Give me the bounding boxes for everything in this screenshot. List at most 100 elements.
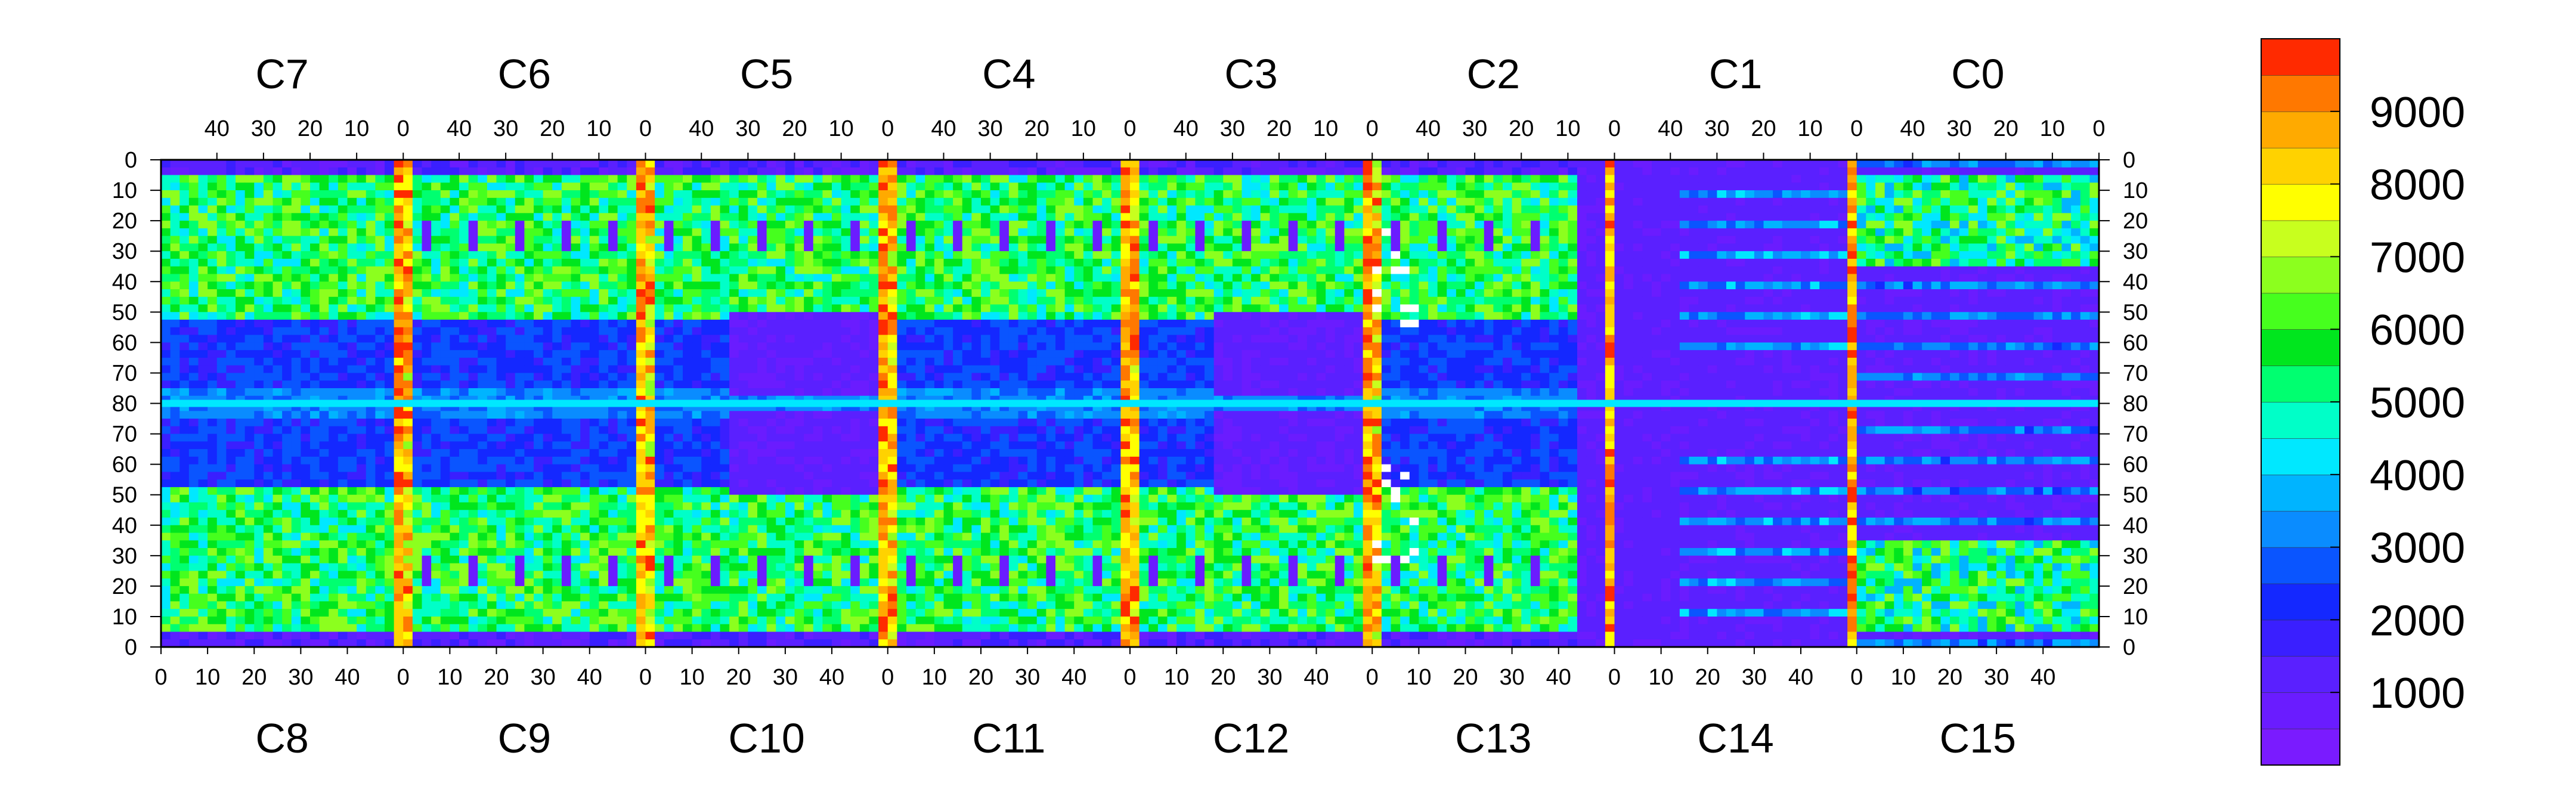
heatmap-cell — [282, 236, 292, 244]
heatmap-cell — [1055, 175, 1066, 183]
heatmap-cell — [1306, 175, 1317, 183]
heatmap-cell — [1614, 205, 1624, 213]
heatmap-cell — [589, 274, 599, 282]
heatmap-cell — [1586, 251, 1596, 259]
heatmap-cell — [1111, 190, 1121, 199]
heatmap-cell — [1372, 274, 1382, 282]
heatmap-cell — [813, 281, 823, 290]
heatmap-cell — [748, 320, 758, 328]
heatmap-cell — [1698, 205, 1708, 213]
heatmap-cell — [179, 228, 190, 237]
heatmap-cell — [1540, 258, 1550, 267]
heatmap-cell — [1866, 281, 1876, 290]
heatmap-cell — [1465, 236, 1475, 244]
heatmap-cell — [589, 175, 599, 183]
heatmap-cell — [962, 327, 972, 336]
heatmap-cell — [1157, 160, 1168, 168]
heatmap-cell — [1670, 197, 1680, 206]
heatmap-cell — [869, 205, 879, 213]
heatmap-cell — [2024, 236, 2035, 244]
heatmap-cell — [1707, 190, 1717, 199]
heatmap-cell — [1064, 312, 1075, 320]
heatmap-cell — [1512, 197, 1522, 206]
heatmap-cell — [179, 190, 190, 199]
heatmap-cell — [1698, 289, 1708, 298]
heatmap-cell — [347, 258, 357, 267]
heatmap-cell — [710, 228, 721, 237]
heatmap-cell — [1810, 205, 1820, 213]
heatmap-cell — [1838, 296, 1848, 305]
heatmap-cell — [813, 304, 823, 312]
heatmap-cell — [403, 236, 413, 244]
heatmap-cell — [515, 205, 525, 213]
heatmap-cell — [841, 205, 851, 213]
heatmap-cell — [1810, 320, 1820, 328]
heatmap-cell — [859, 213, 870, 221]
heatmap-cell — [2015, 160, 2025, 168]
heatmap-cell — [1074, 197, 1084, 206]
heatmap-cell — [440, 236, 450, 244]
heatmap-cell — [1130, 236, 1140, 244]
heatmap-cell — [878, 281, 888, 290]
heatmap-cell — [515, 281, 525, 290]
heatmap-cell — [1577, 167, 1587, 176]
heatmap-cell — [1092, 205, 1103, 213]
heatmap-cell — [552, 281, 562, 290]
heatmap-cell — [1456, 175, 1466, 183]
heatmap-cell — [934, 213, 945, 221]
heatmap-cell — [878, 160, 888, 168]
heatmap-cell — [1046, 335, 1056, 343]
heatmap-cell — [515, 221, 525, 229]
heatmap-cell — [1959, 289, 1969, 298]
heatmap-cell — [1968, 266, 1979, 275]
heatmap-cell — [710, 236, 721, 244]
heatmap-cell — [580, 274, 590, 282]
heatmap-cell — [804, 213, 814, 221]
heatmap-cell — [1586, 304, 1596, 312]
heatmap-cell — [1130, 160, 1140, 168]
heatmap-cell — [385, 312, 395, 320]
heatmap-cell — [2071, 190, 2081, 199]
heatmap-cell — [2015, 266, 2025, 275]
heatmap-cell — [1959, 327, 1969, 336]
heatmap-cell — [636, 167, 646, 176]
heatmap-cell — [385, 167, 395, 176]
heatmap-cell — [599, 304, 609, 312]
heatmap-cell — [1670, 228, 1680, 237]
heatmap-cell — [263, 320, 274, 328]
heatmap-cell — [1205, 160, 1215, 168]
heatmap-cell — [1391, 190, 1401, 199]
heatmap-cell — [2052, 182, 2063, 191]
heatmap-cell — [645, 327, 655, 336]
heatmap-cell — [1661, 190, 1671, 199]
heatmap-cell — [1213, 190, 1224, 199]
heatmap-cell — [1661, 258, 1671, 267]
heatmap-cell — [1754, 205, 1764, 213]
heatmap-cell — [1447, 335, 1457, 343]
heatmap-cell — [1558, 335, 1568, 343]
heatmap-cell — [617, 213, 627, 221]
heatmap-cell — [1120, 205, 1131, 213]
heatmap-cell — [226, 236, 236, 244]
heatmap-cell — [1605, 274, 1615, 282]
heatmap-cell — [1884, 167, 1894, 176]
heatmap-cell — [1046, 213, 1056, 221]
heatmap-cell — [561, 274, 572, 282]
heatmap-cell — [1614, 320, 1624, 328]
heatmap-cell — [1493, 258, 1503, 267]
heatmap-cell — [859, 228, 870, 237]
heatmap-cell — [1950, 335, 1960, 343]
heatmap-cell — [1120, 312, 1131, 320]
heatmap-cell — [1605, 304, 1615, 312]
heatmap-cell — [1679, 190, 1690, 199]
heatmap-cell — [1912, 281, 1922, 290]
heatmap-cell — [385, 213, 395, 221]
heatmap-cell — [971, 304, 982, 312]
heatmap-cell — [869, 197, 879, 206]
heatmap-cell — [1698, 281, 1708, 290]
heatmap-cell — [1568, 312, 1578, 320]
heatmap-cell — [301, 197, 311, 206]
heatmap-cell — [1139, 296, 1149, 305]
heatmap-cell — [1568, 182, 1578, 191]
heatmap-cell — [1223, 281, 1233, 290]
